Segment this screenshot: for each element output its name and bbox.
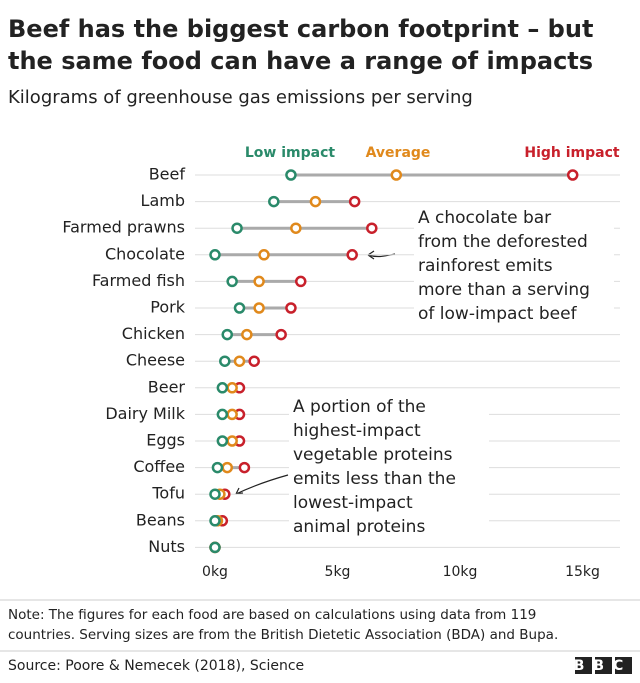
dot	[346, 249, 358, 261]
note: Note: The figures for each food are base…	[8, 607, 536, 623]
category-label: Chocolate	[105, 244, 185, 263]
legend-label: High impact	[524, 145, 620, 161]
source: Source: Poore & Nemecek (2018), Science	[8, 658, 304, 674]
dot	[348, 195, 361, 208]
arrow	[235, 474, 289, 495]
category-label: Lamb	[141, 191, 185, 210]
category-label: Beer	[148, 377, 186, 396]
dot	[253, 275, 265, 288]
category-label: Coffee	[133, 457, 185, 476]
dot	[216, 382, 229, 394]
dot	[285, 302, 297, 314]
x-tick-label: 0kg	[202, 564, 228, 580]
x-tick-label: 5kg	[325, 564, 351, 580]
category-label: Beans	[136, 510, 185, 529]
dot	[390, 169, 403, 181]
dot	[231, 222, 243, 234]
annotation: lowest-impact	[293, 493, 413, 513]
category-label: Dairy Milk	[105, 404, 185, 423]
dot	[221, 461, 233, 474]
dot	[258, 249, 270, 261]
chart-title: Beef has the biggest carbon footprint – …	[8, 15, 593, 43]
annotation: animal proteins	[293, 517, 425, 537]
category-label: Cheese	[126, 351, 185, 370]
dot	[290, 222, 302, 234]
logo	[575, 657, 632, 674]
x-tick-label: 10kg	[443, 564, 478, 580]
dot	[285, 169, 297, 181]
dot	[211, 461, 224, 474]
x-tick-label: 15kg	[565, 564, 600, 580]
annotation: more than a serving	[418, 280, 590, 300]
chart-subtitle: Kilograms of greenhouse gas emissions pe…	[8, 87, 473, 108]
category-label: Pork	[150, 298, 185, 317]
category-label: Nuts	[148, 537, 185, 556]
dot	[268, 195, 280, 208]
dot	[366, 222, 378, 234]
logo-text: BBC	[574, 658, 633, 674]
dot	[226, 435, 238, 447]
annotation: A chocolate bar	[418, 208, 551, 228]
dot	[241, 328, 253, 341]
category-label: Chicken	[122, 324, 185, 343]
category-label: Beef	[149, 165, 186, 184]
annotation: rainforest emits	[418, 256, 553, 276]
dot	[209, 488, 221, 500]
dot	[238, 461, 251, 474]
category-label: Farmed prawns	[62, 218, 185, 237]
annotation: from the deforested	[418, 232, 588, 252]
dot	[219, 355, 231, 367]
dot	[226, 275, 238, 288]
dot	[248, 355, 260, 367]
annotation: of low-impact beef	[418, 304, 578, 324]
dot	[226, 382, 238, 394]
category-label: Tofu	[151, 484, 185, 503]
annotation-bg	[289, 395, 489, 539]
annotation: vegetable proteins	[293, 445, 453, 465]
note: countries. Serving sizes are from the Br…	[8, 627, 558, 643]
dot	[209, 249, 221, 261]
annotation: A portion of the	[293, 397, 426, 417]
category-label: Farmed fish	[92, 271, 185, 290]
category-label: Eggs	[146, 431, 185, 450]
dot	[216, 408, 229, 421]
legend-label: Low impact	[245, 145, 336, 161]
dot	[233, 355, 246, 367]
dot	[566, 169, 579, 181]
dot	[275, 328, 287, 341]
annotation: emits less than the	[293, 469, 456, 489]
legend-label: Average	[366, 145, 431, 161]
dot	[295, 275, 307, 288]
dot	[209, 515, 221, 527]
dot	[233, 302, 246, 314]
dot	[309, 195, 322, 208]
dot	[226, 408, 238, 421]
dot	[209, 541, 221, 554]
dot	[216, 435, 229, 447]
chart-title: the same food can have a range of impact…	[8, 47, 593, 75]
annotation: highest-impact	[293, 421, 421, 441]
dot	[253, 302, 265, 314]
annotation-bg	[414, 206, 614, 326]
dot	[221, 328, 233, 341]
